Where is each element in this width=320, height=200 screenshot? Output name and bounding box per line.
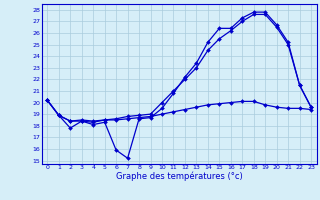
X-axis label: Graphe des températures (°c): Graphe des températures (°c) [116,172,243,181]
